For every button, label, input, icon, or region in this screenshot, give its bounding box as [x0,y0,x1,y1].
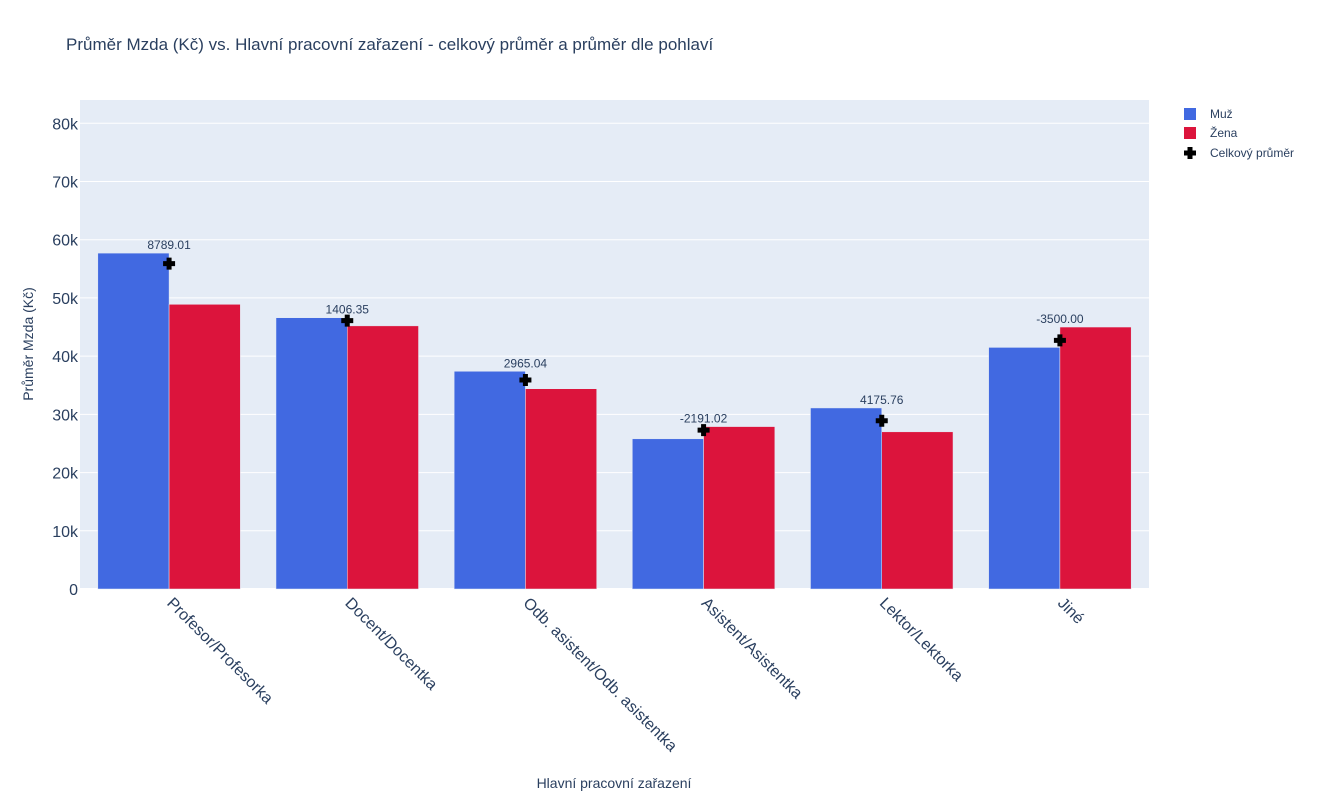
y-tick-label: 30k [52,407,79,424]
average-marker [341,314,354,327]
legend-item-zena[interactable]: Žena [1184,125,1238,140]
legend-swatch-zena [1184,127,1196,139]
difference-label: 4175.76 [860,393,904,407]
difference-label: 1406.35 [326,303,370,317]
legend-swatch-muz [1184,108,1196,120]
bar-muz [632,438,704,590]
average-marker [1053,334,1066,347]
x-axis-title: Hlavní pracovní zařazení [537,775,692,791]
gridlines [80,122,1149,590]
bar-zena [168,304,241,590]
bar-zena [347,325,419,590]
bar-muz [97,252,170,590]
data-labels: 8789.01 1406.35 2965.04 -2191.02 4175.76 -350… [147,238,1084,425]
y-tick-label: 40k [52,349,79,366]
average-marker [875,414,888,427]
average-marker [697,424,710,437]
y-axis-title: Průměr Mzda (Kč) [20,287,36,401]
legend[interactable]: Muž Žena Celkový průměr [1184,107,1294,160]
legend-item-muz[interactable]: Muž [1184,107,1233,121]
bar-zena [525,388,597,590]
bar-zena [1059,326,1132,590]
y-tick-label: 50k [52,291,79,308]
average-marker [519,374,532,387]
difference-label: -3500.00 [1036,312,1084,326]
y-axis-ticks: 0 10k 20k 30k 40k 50k 60k 70k 80k [52,116,79,599]
average-markers [163,257,1066,437]
y-tick-label: 10k [52,524,79,541]
bars [97,252,1132,590]
bar-muz [275,317,348,590]
y-tick-label: 70k [52,175,79,192]
y-tick-label: 80k [52,116,79,133]
difference-label: 8789.01 [147,238,191,252]
difference-label: -2191.02 [680,412,728,426]
bar-zena [703,426,776,590]
y-tick-label: 60k [52,233,79,250]
legend-item-celkovy-prumer[interactable]: Celkový průměr [1184,146,1294,160]
y-tick-label: 0 [69,582,78,599]
bar-muz [988,347,1061,590]
bar-zena [881,431,954,590]
legend-cross-icon [1184,147,1196,159]
average-marker [163,257,176,270]
legend-label-muz: Muž [1210,107,1233,121]
y-tick-label: 20k [52,466,79,483]
bar-muz [810,407,883,590]
bar-muz [453,371,526,590]
chart-title: Průměr Mzda (Kč) vs. Hlavní pracovní zař… [66,35,713,54]
legend-label-celkovy-prumer: Celkový průměr [1210,146,1294,160]
difference-label: 2965.04 [504,356,548,370]
legend-label-zena: Žena [1210,125,1238,140]
